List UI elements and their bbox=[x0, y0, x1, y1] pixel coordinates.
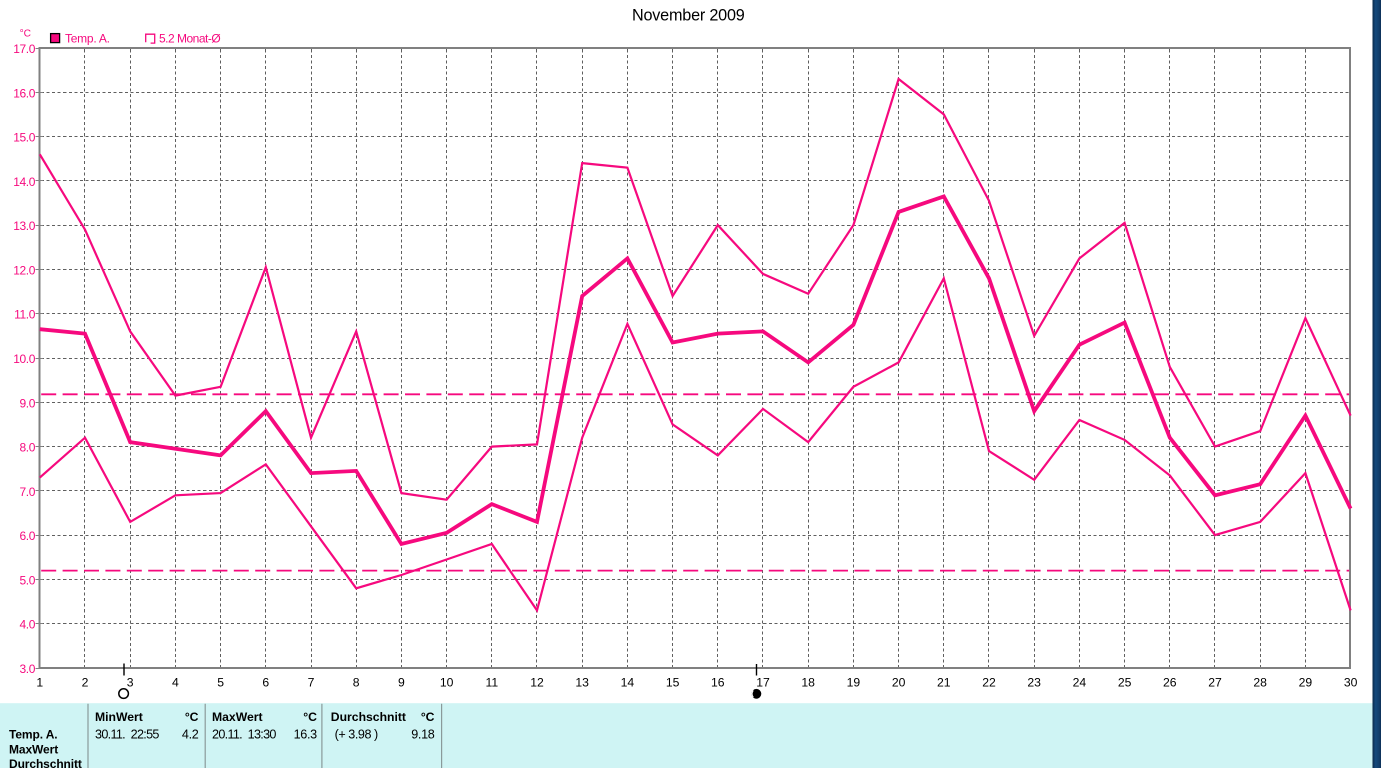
svg-text:24: 24 bbox=[1073, 676, 1087, 690]
svg-text:14.0: 14.0 bbox=[13, 175, 35, 189]
svg-text:Durchschnitt: Durchschnitt bbox=[331, 710, 406, 724]
svg-text:4.0: 4.0 bbox=[20, 618, 36, 632]
svg-text:12: 12 bbox=[530, 676, 544, 690]
svg-text:°C: °C bbox=[185, 710, 199, 724]
svg-text:30: 30 bbox=[1344, 676, 1358, 690]
svg-text:1: 1 bbox=[36, 676, 43, 690]
svg-text:°C: °C bbox=[421, 710, 435, 724]
svg-text:Temp. A.: Temp. A. bbox=[9, 728, 58, 742]
svg-text:12.0: 12.0 bbox=[13, 263, 35, 277]
svg-text:November 2009: November 2009 bbox=[632, 7, 745, 25]
svg-text:17: 17 bbox=[756, 676, 770, 690]
svg-text:MaxWert: MaxWert bbox=[212, 710, 263, 724]
svg-text:°C: °C bbox=[303, 710, 317, 724]
svg-text:5: 5 bbox=[217, 676, 224, 690]
svg-text:6: 6 bbox=[262, 676, 269, 690]
svg-text:10.0: 10.0 bbox=[13, 352, 35, 366]
svg-text:8.0: 8.0 bbox=[20, 441, 36, 455]
svg-text:15.0: 15.0 bbox=[13, 131, 35, 145]
svg-text:29: 29 bbox=[1299, 676, 1313, 690]
svg-text:16.0: 16.0 bbox=[13, 86, 35, 100]
svg-text:28: 28 bbox=[1253, 676, 1267, 690]
svg-text:3: 3 bbox=[127, 676, 134, 690]
svg-text:10: 10 bbox=[440, 676, 454, 690]
svg-text:5.0: 5.0 bbox=[20, 573, 36, 587]
svg-text:MaxWert: MaxWert bbox=[9, 743, 58, 757]
svg-text:2: 2 bbox=[82, 676, 89, 690]
svg-text:6.0: 6.0 bbox=[20, 529, 36, 543]
svg-text:13.0: 13.0 bbox=[13, 219, 35, 233]
svg-text:3.0: 3.0 bbox=[20, 662, 36, 676]
svg-text:4.2: 4.2 bbox=[182, 728, 199, 742]
svg-text:18: 18 bbox=[801, 676, 815, 690]
svg-text:°C: °C bbox=[20, 29, 31, 40]
svg-text:19: 19 bbox=[847, 676, 861, 690]
svg-text:16: 16 bbox=[711, 676, 725, 690]
svg-text:Temp. A.: Temp. A. bbox=[65, 31, 110, 45]
svg-text:7.0: 7.0 bbox=[20, 485, 36, 499]
svg-text:26: 26 bbox=[1163, 676, 1177, 690]
svg-text:11.0: 11.0 bbox=[14, 308, 36, 322]
svg-text:11: 11 bbox=[485, 676, 498, 690]
svg-text:30.11. 22:55: 30.11. 22:55 bbox=[95, 728, 159, 742]
svg-text:MinWert: MinWert bbox=[95, 710, 143, 724]
svg-text:20.11. 13:30: 20.11. 13:30 bbox=[212, 728, 276, 742]
svg-text:4: 4 bbox=[172, 676, 179, 690]
svg-text:14: 14 bbox=[621, 676, 635, 690]
svg-text:5.2 Monat-Ø: 5.2 Monat-Ø bbox=[159, 31, 220, 45]
svg-text:9.0: 9.0 bbox=[20, 396, 36, 410]
svg-text:9.18: 9.18 bbox=[411, 728, 435, 742]
svg-text:21: 21 bbox=[937, 676, 951, 690]
svg-text:9: 9 bbox=[398, 676, 405, 690]
svg-text:13: 13 bbox=[575, 676, 589, 690]
svg-text:22: 22 bbox=[982, 676, 996, 690]
svg-text:20: 20 bbox=[892, 676, 906, 690]
svg-text:15: 15 bbox=[666, 676, 680, 690]
svg-text:17.0: 17.0 bbox=[13, 42, 35, 56]
svg-text:Durchschnitt: Durchschnitt bbox=[9, 757, 82, 768]
svg-text:27: 27 bbox=[1208, 676, 1222, 690]
svg-text:23: 23 bbox=[1027, 676, 1041, 690]
svg-text:16.3: 16.3 bbox=[294, 728, 318, 742]
svg-text:7: 7 bbox=[308, 676, 315, 690]
svg-text:8: 8 bbox=[353, 676, 360, 690]
svg-text:(+ 3.98 ): (+ 3.98 ) bbox=[335, 728, 378, 742]
svg-text:25: 25 bbox=[1118, 676, 1132, 690]
